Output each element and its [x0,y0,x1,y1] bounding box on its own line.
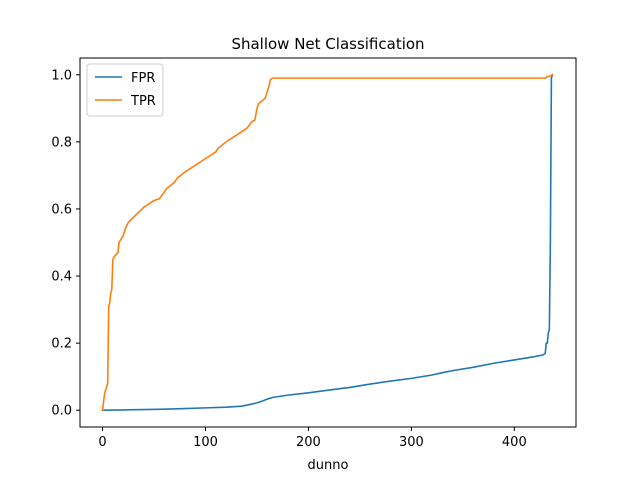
series-line-fpr [101,73,554,412]
y-tick-label: 1.0 [51,68,72,83]
x-tick-label: 100 [193,435,218,450]
x-tick-label: 200 [296,435,321,450]
y-tick-label: 0.4 [51,270,72,285]
chart-title: Shallow Net Classification [231,35,424,53]
x-axis-label: dunno [308,458,349,473]
axes: 0 100 200 300 400 0.0 0.2 0.4 0.6 0.8 1.0 [51,57,577,450]
y-tick-label: 0.8 [51,135,72,150]
legend-label-tpr: TPR [130,94,156,109]
plot-lines [101,73,554,412]
x-tick-label: 300 [399,435,424,450]
axes-frame [79,57,577,428]
series-line-tpr [101,73,554,412]
y-tick-label: 0.0 [51,404,72,419]
y-tick-label: 0.2 [51,337,72,352]
x-tick-label: 400 [502,435,527,450]
legend: FPR TPR [86,63,164,117]
x-tick-label: 0 [98,435,106,450]
y-tick-label: 0.6 [51,202,72,217]
legend-label-fpr: FPR [131,71,155,86]
